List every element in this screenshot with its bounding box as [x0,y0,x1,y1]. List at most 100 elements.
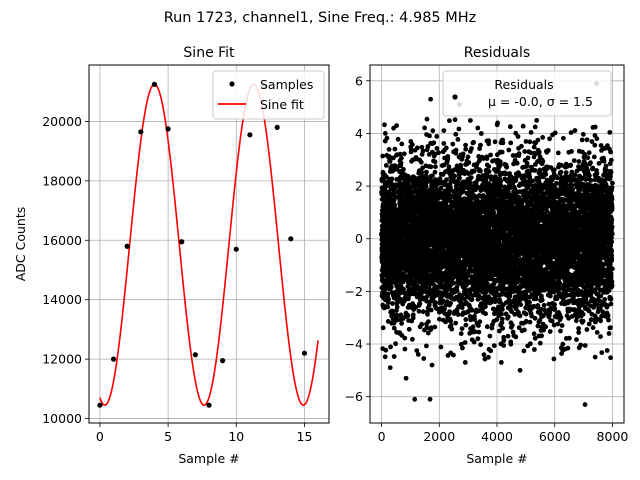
residual-point [472,193,478,199]
residual-point [426,319,431,324]
residual-point [503,311,509,317]
residual-point [572,172,578,178]
residual-point [537,154,543,160]
residual-point [540,135,546,140]
residual-point [416,175,422,181]
residual-point [424,132,429,137]
residual-point [475,125,481,131]
residual-point [522,327,527,333]
residual-point [608,149,613,155]
sample-point [97,402,103,408]
residual-point [481,352,487,358]
residual-point [407,279,413,285]
residual-point [522,164,528,170]
residual-point [433,164,438,170]
residual-point [551,322,557,328]
figure-suptitle: Run 1723, channel1, Sine Freq.: 4.985 MH… [164,10,477,26]
residual-point [591,191,596,197]
residual-point [569,169,575,175]
sine-fit-y-tick-label: 16000 [42,233,82,248]
residual-point [432,324,438,330]
sample-point [151,81,158,87]
residual-point [434,186,440,192]
residual-point [448,179,454,185]
residual-point [601,158,607,164]
residual-point [401,167,406,172]
residual-point [602,297,608,302]
residual-point [431,153,437,159]
residual-point [478,342,483,347]
residual-point [497,328,502,334]
residual-point [463,146,469,152]
residual-point [547,136,552,142]
residual-point [589,139,595,144]
residual-point [490,306,496,312]
residual-point [415,352,421,357]
residual-point [552,130,558,136]
residual-point [447,302,452,308]
residual-point [484,324,490,330]
residual-point [574,314,580,320]
residual-point [476,323,481,328]
residual-point [382,354,388,360]
residual-point [459,326,465,331]
sample-point [274,124,280,130]
residual-point [586,321,592,327]
residual-point [428,307,434,313]
residual-point [513,334,519,340]
residual-point [463,142,468,148]
residual-point [391,325,397,331]
residual-point [440,317,446,323]
residual-point [507,124,513,130]
sine-fit-y-tick-label: 12000 [42,352,82,367]
residual-point [414,348,420,353]
residual-point [552,302,557,308]
residual-point [527,319,533,325]
sine-fit-x-tick-label: 5 [164,429,172,444]
residual-point [519,143,524,149]
residual-point [475,336,481,342]
residual-point [400,316,406,322]
sine-fit-legend-box [212,70,325,120]
residual-point [527,139,533,145]
residual-point [394,301,400,306]
residual-point [552,314,558,319]
residual-point [432,169,438,175]
residual-point [447,118,452,124]
residual-point [577,174,583,179]
residual-point [516,151,522,157]
residual-point [600,309,606,315]
residual-point [450,141,456,147]
residual-point [388,344,393,350]
residual-point [576,330,582,335]
residual-point [400,301,406,307]
residual-point [463,291,468,297]
residual-point [382,131,388,136]
residual-point [397,163,402,169]
residual-point [438,171,444,177]
residual-point [458,331,464,336]
residual-point [508,140,514,146]
residual-point [517,313,523,319]
sine-fit-curve [99,83,319,406]
residual-point [488,348,494,354]
residual-point [441,128,447,134]
residual-point [500,303,505,308]
residual-point [469,146,474,151]
residual-point [424,169,429,175]
residual-point [558,328,563,334]
sine-fit-grid [89,65,329,423]
residual-point [528,310,534,316]
residual-point [534,118,540,123]
legend-sine-fit-label: Sine fit [260,97,304,112]
residual-point [506,147,512,153]
residual-point [590,125,596,130]
residual-point [566,149,572,155]
residual-point [455,137,461,142]
residual-point [516,325,522,331]
residual-point [598,143,604,148]
sine-fit-axes: Sine Fit 0 5 10 151000012000140001600018000… [13,45,330,466]
residual-point [558,169,564,175]
residual-point [458,341,464,347]
